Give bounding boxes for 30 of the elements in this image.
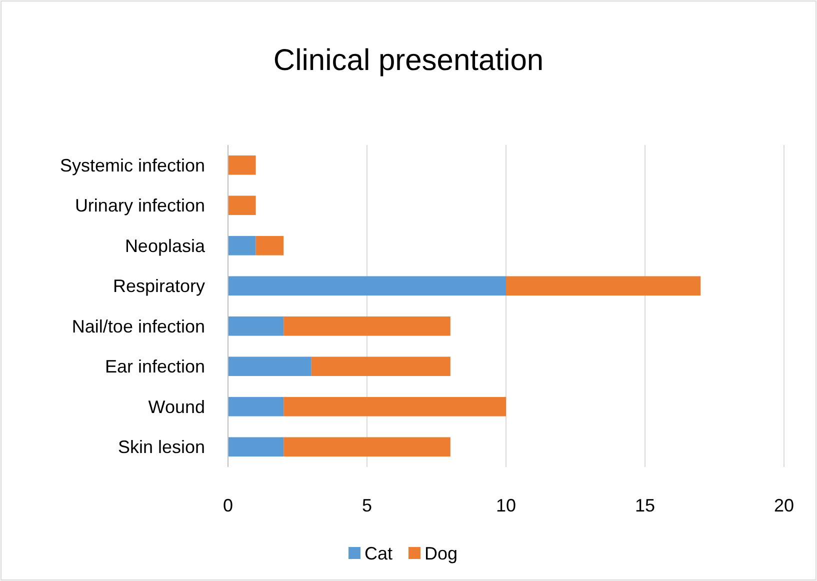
bar: [228, 437, 284, 457]
y-tick-label: Nail/toe infection: [72, 316, 205, 336]
bar: [284, 316, 450, 336]
x-tick-label: 10: [496, 495, 516, 516]
bar: [228, 316, 284, 336]
bar: [228, 396, 284, 416]
chart-title: Clinical presentation: [273, 44, 544, 77]
legend-label: Dog: [424, 543, 458, 564]
bar: [311, 356, 450, 376]
y-tick-label: Respiratory: [112, 276, 205, 296]
y-tick-label: Wound: [148, 396, 205, 417]
bar: [228, 155, 256, 175]
bar: [284, 396, 506, 416]
bar: [228, 196, 256, 216]
y-tick-label: Urinary infection: [74, 196, 205, 216]
legend-label: Cat: [364, 543, 393, 564]
bar: [228, 276, 506, 296]
y-tick-label: Skin lesion: [118, 437, 205, 458]
y-tick-label: Systemic infection: [60, 155, 205, 176]
bar: [284, 437, 450, 457]
x-tick-label: 20: [774, 495, 794, 516]
y-tick-label: Neoplasia: [124, 236, 206, 256]
y-tick-label: Ear infection: [104, 356, 205, 377]
x-tick-label: 0: [222, 495, 234, 516]
bar: [228, 236, 256, 256]
bar: [256, 236, 284, 256]
x-tick-label: 15: [634, 495, 656, 516]
x-tick-label: 5: [362, 495, 372, 516]
bar: [228, 356, 312, 376]
bar: [506, 276, 701, 296]
